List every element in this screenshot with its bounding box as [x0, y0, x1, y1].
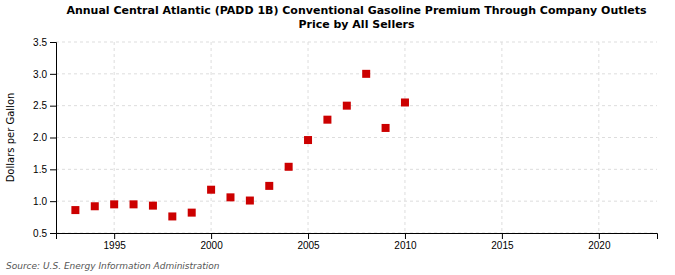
grid-line-x [501, 42, 502, 233]
grid-line-y [56, 169, 657, 170]
point [304, 136, 312, 144]
grid-line-x [598, 42, 599, 233]
y-tick: 3.0 [33, 69, 56, 80]
grid-line-y [56, 201, 657, 202]
point [226, 193, 234, 201]
point [110, 200, 118, 208]
x-tick: 2005 [297, 233, 320, 251]
grid-line-y [56, 137, 657, 138]
y-tick-mark [50, 42, 56, 43]
x-tick: 2015 [491, 233, 514, 251]
x-tick-mark [599, 233, 600, 239]
x-tick-label: 2010 [394, 240, 417, 251]
x-axis-line [57, 234, 658, 240]
x-tick-label: 2015 [491, 240, 514, 251]
x-tick-label: 1995 [104, 240, 127, 251]
grid-line-x [211, 42, 212, 233]
y-tick-mark [50, 233, 56, 234]
x-tick-mark [211, 233, 212, 239]
y-tick-label: 1.0 [33, 196, 47, 207]
grid-line-y [56, 105, 657, 106]
y-axis: 0.5 1.0 1.5 2.0 2.5 3.0 3.5 [33, 37, 56, 239]
point [362, 70, 370, 78]
points [71, 70, 409, 221]
x-tick: 2000 [200, 233, 223, 251]
point [382, 124, 390, 132]
grid [56, 42, 657, 233]
plot-area: 1995 2000 2005 2010 2015 2020 0.5 1.0 1.5 2.0 2.5 3… [33, 37, 657, 251]
y-tick: 2.5 [33, 100, 56, 111]
x-tick: 1995 [104, 233, 127, 251]
y-tick: 1.5 [33, 164, 56, 175]
x-tick-label: 2000 [200, 240, 223, 251]
y-tick-mark [50, 106, 56, 107]
y-tick-label: 2.0 [33, 132, 47, 143]
x-tick-mark [308, 233, 309, 239]
point [285, 163, 293, 171]
point [168, 212, 176, 220]
y-tick: 1.0 [33, 196, 56, 207]
y-tick-mark [50, 138, 56, 139]
x-tick-label: 2005 [297, 240, 320, 251]
point [246, 197, 254, 205]
y-tick-label: 3.5 [33, 37, 47, 48]
point [91, 202, 99, 210]
y-axis-title: Dollars per Gallon [5, 93, 16, 183]
grid-line-y [56, 42, 657, 43]
x-tick: 2010 [394, 233, 417, 251]
grid-line-x [404, 42, 405, 233]
y-tick: 2.0 [33, 132, 56, 143]
point [207, 186, 215, 194]
y-tick-mark [50, 169, 56, 170]
y-tick-mark [50, 201, 56, 202]
x-tick-mark [405, 233, 406, 239]
x-tick-mark [502, 233, 503, 239]
title: Annual Central Atlantic (PADD 1B) Conven… [66, 4, 647, 31]
y-tick-mark [50, 74, 56, 75]
grid-line-y [56, 73, 657, 74]
y-tick-label: 2.5 [33, 100, 47, 111]
point [149, 202, 157, 210]
x-tick-label: 2020 [588, 240, 611, 251]
x-tick-mark [114, 233, 115, 239]
point [401, 98, 409, 106]
chart: 1995 2000 2005 2010 2015 2020 0.5 1.0 1.5 2.0 2.5 3… [0, 0, 675, 275]
x-tick: 2020 [588, 233, 611, 251]
point [130, 200, 138, 208]
point [265, 182, 273, 190]
y-tick: 0.5 [33, 228, 56, 239]
x-axis: 1995 2000 2005 2010 2015 2020 [57, 233, 658, 251]
source-note: Source: U.S. Energy Information Administ… [6, 261, 220, 271]
point [323, 116, 331, 124]
point [71, 206, 79, 214]
y-tick: 3.5 [33, 37, 56, 48]
y-axis-line [50, 43, 57, 234]
point [188, 209, 196, 217]
y-tick-label: 3.0 [33, 69, 47, 80]
y-tick-label: 1.5 [33, 164, 47, 175]
y-tick-label: 0.5 [33, 228, 47, 239]
point [343, 102, 351, 110]
